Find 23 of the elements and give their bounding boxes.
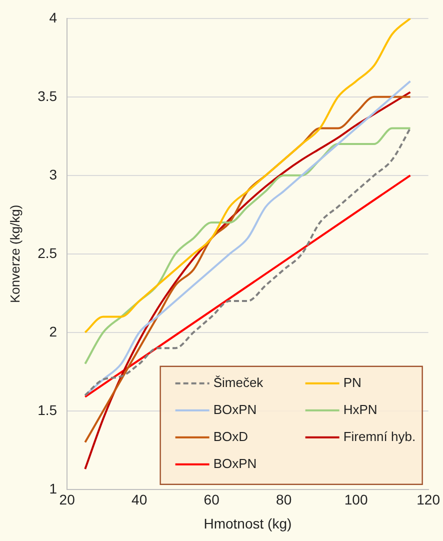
y-tick-label: 3.5 xyxy=(38,88,58,104)
x-tick-label: 80 xyxy=(276,492,292,508)
line-series xyxy=(84,18,412,334)
x-tick-label: 20 xyxy=(59,492,76,508)
y-tick-label: 2.5 xyxy=(38,244,58,261)
x-tick-label: 60 xyxy=(204,492,220,508)
legend-label: BOxPN xyxy=(213,456,257,471)
x-tick-label: 120 xyxy=(416,492,440,508)
legend-label: Firemní hyb. xyxy=(343,428,416,444)
y-tick-label: 3 xyxy=(49,166,58,182)
x-tick-label: 40 xyxy=(132,492,148,508)
y-tick-label: 2 xyxy=(49,323,58,340)
legend-label: BOxPN xyxy=(213,402,257,417)
legend-label: Šimeček xyxy=(213,374,264,390)
legend-label: HxPN xyxy=(343,402,378,417)
x-axis-title: Hmotnost (kg) xyxy=(204,515,292,532)
y-tick-label: 1 xyxy=(49,480,58,496)
y-tick-label: 4 xyxy=(49,9,58,26)
x-tick-label: 100 xyxy=(344,492,368,508)
legend-label: PN xyxy=(343,374,362,390)
y-axis-title: Konverze (kg/kg) xyxy=(7,204,22,304)
y-tick-label: 1.5 xyxy=(38,402,58,418)
legend-label: BOxD xyxy=(213,428,248,444)
